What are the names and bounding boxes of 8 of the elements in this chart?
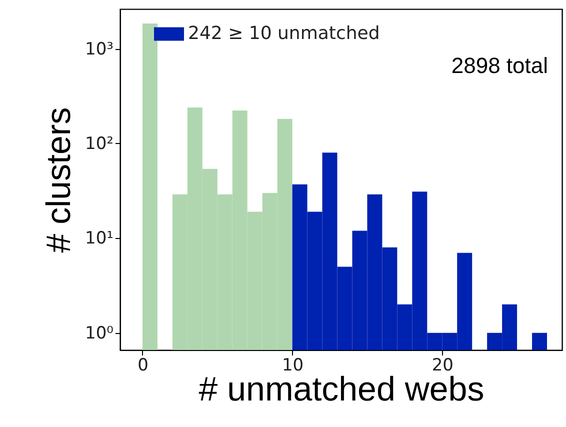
y-tick-label: 10⁰ [85, 323, 114, 344]
y-axis-title: # clusters [40, 107, 78, 253]
y-tick-label: 10¹ [85, 228, 114, 249]
y-tick-label: 10² [85, 134, 114, 154]
annotation: 2898 total [451, 53, 548, 78]
x-tick-label: 0 [138, 356, 148, 376]
y-tick-label: 10³ [85, 39, 114, 60]
legend-label: 242 ≥ 10 unmatched [188, 23, 380, 44]
